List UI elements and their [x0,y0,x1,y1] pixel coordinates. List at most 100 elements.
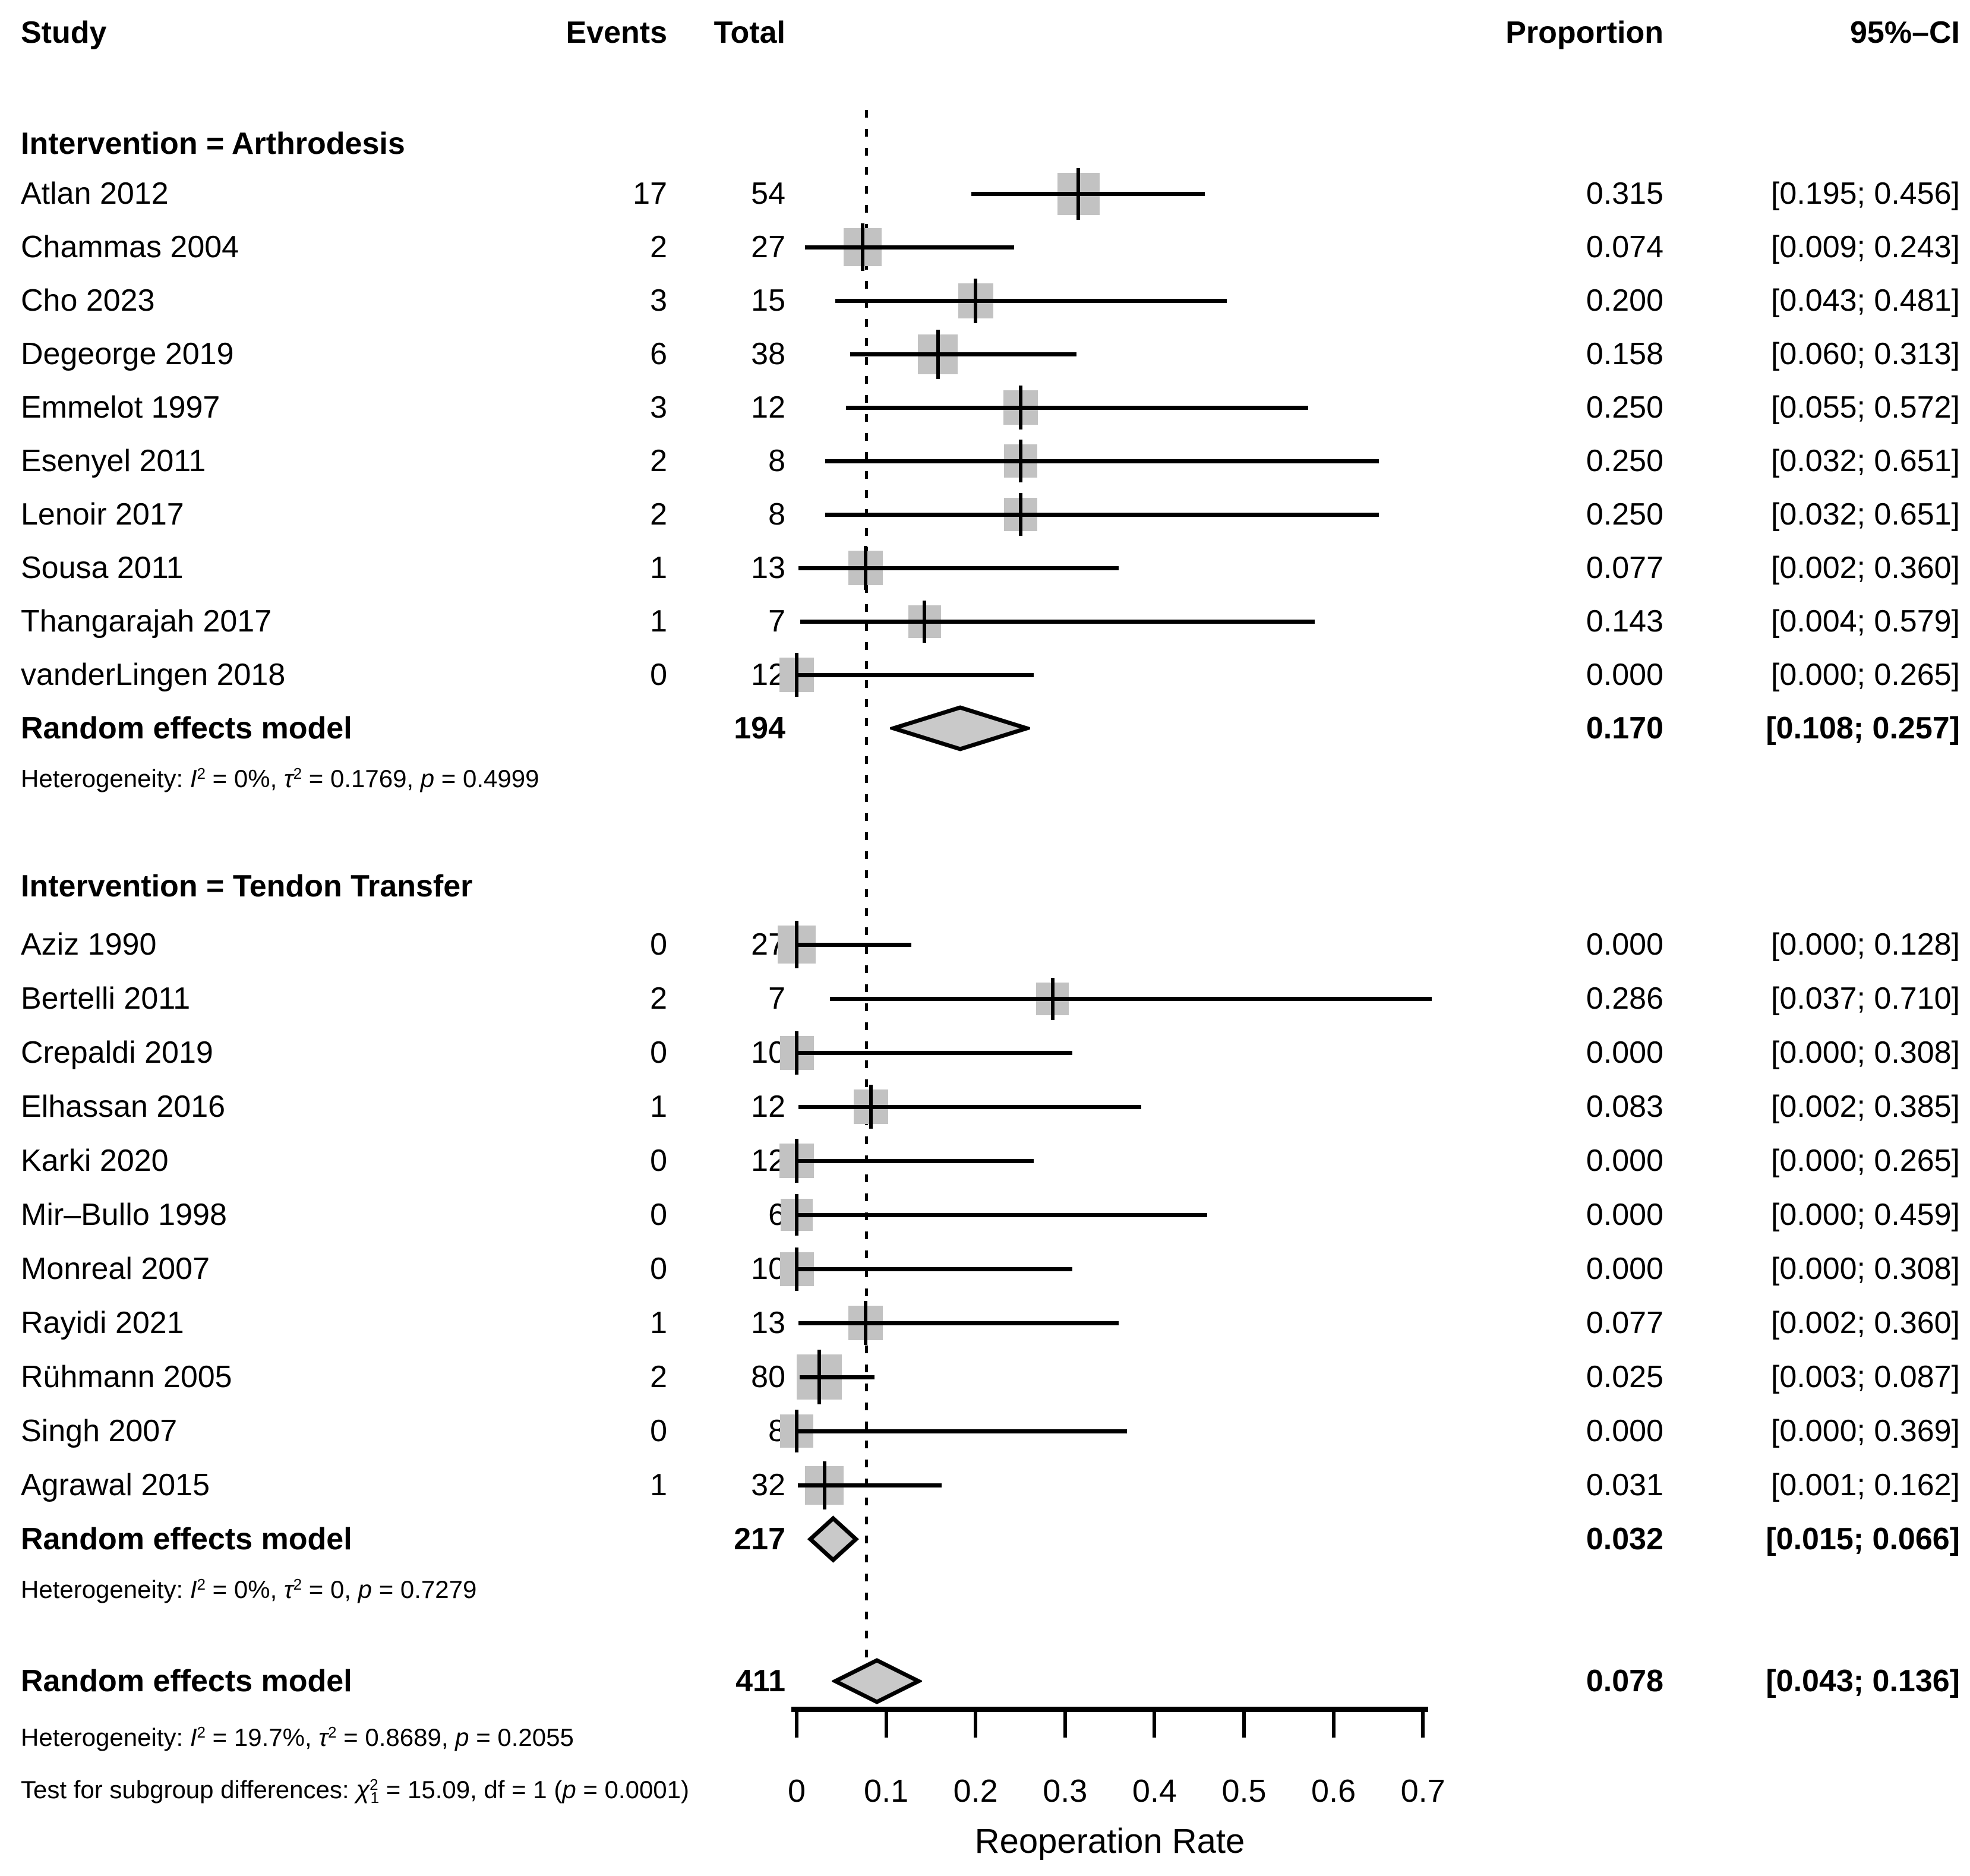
stat-text-part: = 0%, [206,1575,284,1603]
ci-value: [0.037; 0.710] [1770,981,1960,1016]
x-axis-tick-label: 0.5 [1221,1773,1267,1809]
point-estimate-tick [923,600,927,643]
study-label: Esenyel 2011 [21,444,206,478]
x-axis-tick [974,1707,978,1738]
study-label: Emmelot 1997 [21,390,220,425]
events-value: 0 [650,1414,667,1448]
events-value: 0 [650,1252,667,1286]
x-axis-tick-label: 0.1 [864,1773,909,1809]
study-label: Bertelli 2011 [21,981,191,1016]
study-label: Sousa 2011 [21,551,184,585]
proportion-value: 0.083 [1586,1089,1663,1124]
ci-line [845,405,1309,410]
x-axis-tick [795,1707,798,1738]
events-value: 1 [650,1468,667,1502]
x-axis-tick [1242,1707,1246,1738]
ci-line [825,512,1379,517]
ci-value: [0.002; 0.360] [1770,551,1960,585]
study-label: Elhassan 2016 [21,1089,226,1124]
col-header-total: Total [714,15,785,50]
stat-text-part: = 0.0001) [576,1776,689,1804]
events-value: 1 [650,1089,667,1124]
ci-line [797,1158,1034,1163]
stat-text-part: χ [356,1776,370,1804]
point-estimate-tick [795,1194,798,1236]
stat-text-part: τ [283,765,293,792]
stat-text-part: I [190,765,197,792]
stat-text-part: 2 [370,1775,378,1793]
ci-line [797,1267,1072,1271]
study-label: Mir–Bullo 1998 [21,1198,227,1232]
stat-text-part: = 0.7279 [372,1575,477,1603]
point-estimate-tick [869,1085,873,1129]
point-estimate-tick [1018,386,1022,429]
events-value: 2 [650,444,667,478]
proportion-value: 0.315 [1586,176,1663,211]
stat-text-part: I [190,1575,197,1603]
study-label: Cho 2023 [21,283,155,318]
point-estimate-tick [795,1247,798,1291]
study-label: Agrawal 2015 [21,1468,210,1502]
summary-diamond [889,705,1031,751]
total-value: 10 [751,1252,785,1286]
group-heading: Intervention = Tendon Transfer [21,869,473,904]
ci-line [825,459,1379,463]
total-value: 8 [768,444,785,478]
col-header-events: Events [566,15,667,50]
heterogeneity-note: Heterogeneity: I2 = 0%, τ2 = 0, p = 0.72… [21,1577,476,1602]
study-label: Thangarajah 2017 [21,604,272,639]
ci-line [850,352,1077,356]
point-estimate-tick [795,1410,798,1452]
proportion-value: 0.077 [1586,1306,1663,1340]
events-value: 1 [650,1306,667,1340]
x-axis-tick [1331,1707,1336,1738]
events-value: 3 [650,283,667,318]
x-axis-tick-label: 0 [787,1773,806,1809]
summary-diamond-shape [889,705,1031,751]
ci-value: [0.009; 0.243] [1770,230,1960,264]
stat-text-part: 2 [293,1575,302,1593]
study-label: Degeorge 2019 [21,337,234,371]
ci-value: [0.000; 0.128] [1770,927,1960,962]
proportion-value: 0.250 [1586,390,1663,425]
stat-text-part: Heterogeneity: [21,1575,190,1603]
total-value: 194 [734,711,785,746]
x-axis-tick-label: 0.6 [1311,1773,1356,1809]
stat-text-part: = 0%, [206,765,284,792]
total-value: 12 [751,1089,785,1124]
total-value: 54 [751,176,785,211]
col-header-proportion: Proportion [1505,15,1663,50]
ci-value: [0.000; 0.308] [1770,1035,1960,1070]
stat-text-part: 2 [197,764,206,782]
point-estimate-tick [795,1031,798,1075]
ci-line [798,566,1119,570]
point-estimate-tick [863,1301,867,1345]
ci-value: [0.000; 0.265] [1770,658,1960,692]
total-value: 8 [768,497,785,532]
stat-text-part: 1 [370,1788,380,1806]
ci-value: [0.002; 0.360] [1770,1306,1960,1340]
col-header-ci: 95%–CI [1850,15,1960,50]
study-label: Crepaldi 2019 [21,1035,213,1070]
stat-text-part: 2 [293,764,302,782]
overall-heterogeneity-note: Heterogeneity: I2 = 19.7%, τ2 = 0.8689, … [21,1725,574,1750]
ci-value: [0.001; 0.162] [1770,1468,1960,1502]
summary-diamond [831,1658,922,1704]
stat-text-part: = 0.1769, [302,765,421,792]
proportion-value: 0.143 [1586,604,1663,639]
proportion-value: 0.031 [1586,1468,1663,1502]
events-value: 0 [650,1198,667,1232]
total-value: 13 [751,551,785,585]
ci-line [829,996,1432,1001]
ci-line [797,672,1034,677]
total-value: 7 [768,604,785,639]
ci-value: [0.195; 0.456] [1770,176,1960,211]
ci-line [798,1104,1141,1109]
total-value: 15 [751,283,785,318]
stat-text-part: Heterogeneity: [21,1723,190,1751]
events-value: 6 [650,337,667,371]
point-estimate-tick [822,1461,826,1509]
point-estimate-tick [1076,168,1081,220]
ci-value: [0.043; 0.481] [1770,283,1960,318]
